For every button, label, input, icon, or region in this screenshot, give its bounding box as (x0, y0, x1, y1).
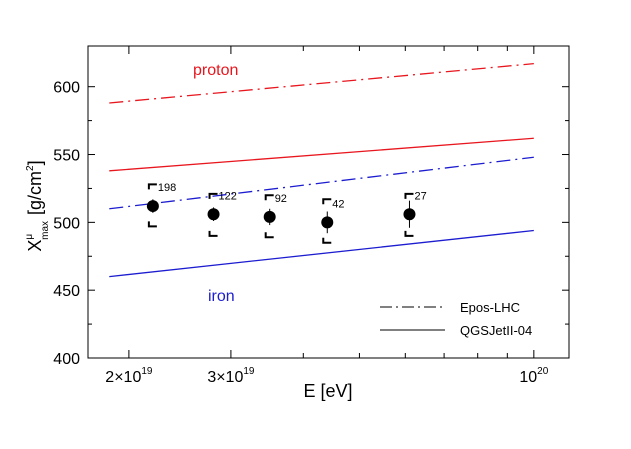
sys-bracket-upper (147, 183, 157, 190)
series-proton-qgsjetii-04 (109, 137, 534, 172)
y-title-unit: [g/cm (25, 171, 45, 215)
x-tick-mantissa: 3×10 (207, 369, 243, 386)
x-axis: 2×1019 3×1019 1020 (105, 46, 549, 386)
y-tick-label: 600 (53, 80, 80, 97)
event-count-label: 198 (158, 182, 176, 194)
annotation-iron: iron (208, 288, 235, 305)
event-count-label: 92 (275, 193, 287, 205)
x-tick-label: 1020 (519, 366, 548, 386)
x-tick-mantissa: 2×10 (105, 369, 141, 386)
event-count-label: 122 (219, 190, 237, 202)
event-count-label: 27 (414, 190, 426, 202)
y-tick-label: 500 (53, 215, 80, 232)
sys-bracket-upper (208, 192, 218, 199)
data-point-marker (207, 208, 220, 221)
sys-bracket-lower (322, 237, 332, 244)
sys-bracket-lower (208, 230, 218, 237)
legend-label-epos: Epos-LHC (460, 300, 520, 315)
event-count-label: 42 (332, 198, 344, 210)
y-axis-title: Xμ max [g/cm2] (24, 160, 51, 251)
y-title-sub: max (40, 221, 51, 240)
y-title-base: X (25, 240, 45, 252)
series-iron-epos-lhc (109, 156, 534, 210)
y-title-unit-sup: 2 (25, 165, 36, 171)
model-lines (109, 62, 534, 278)
x-tick-exponent: 19 (141, 366, 153, 377)
x-tick-label: 3×1019 (207, 366, 255, 386)
legend: Epos-LHC QGSJetII-04 (380, 300, 532, 338)
plot-frame (87, 45, 570, 359)
y-tick-label: 450 (53, 283, 80, 300)
x-axis-title: E [eV] (303, 381, 352, 401)
data-points: 198 122 92 42 27 (146, 182, 427, 244)
x-tick-exponent: 19 (243, 366, 255, 377)
data-point-marker (146, 200, 159, 213)
annotation-proton: proton (193, 62, 238, 79)
series-proton-epos-lhc (109, 62, 534, 104)
sys-bracket-upper (404, 192, 414, 199)
sys-bracket-upper (322, 198, 332, 205)
legend-label-qgsjet: QGSJetII-04 (460, 323, 532, 338)
series-iron-qgsjetii-04 (109, 229, 534, 278)
x-tick-mantissa: 10 (519, 369, 537, 386)
data-point-marker (263, 210, 276, 223)
data-point-marker (403, 208, 416, 221)
y-title-unit-end: ] (25, 160, 45, 165)
x-tick-exponent: 20 (537, 366, 549, 377)
data-point-marker (321, 216, 334, 229)
y-axis: 400 450 500 550 600 (53, 80, 569, 368)
sys-bracket-upper (264, 194, 274, 201)
sys-bracket-lower (404, 230, 414, 237)
x-tick-label: 2×1019 (105, 366, 153, 386)
y-tick-label: 550 (53, 148, 80, 165)
sys-bracket-lower (264, 232, 274, 239)
y-tick-label: 400 (53, 351, 80, 368)
y-title-sup: μ (24, 234, 35, 240)
sys-bracket-lower (147, 221, 157, 228)
